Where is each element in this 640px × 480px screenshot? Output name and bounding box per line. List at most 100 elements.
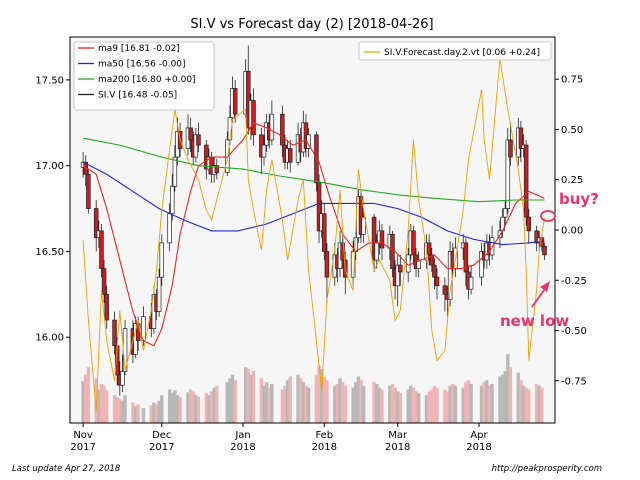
candle-body <box>159 242 165 278</box>
volume-bar <box>115 396 119 423</box>
volume-bar <box>469 383 473 423</box>
volume-bar <box>105 390 109 423</box>
volume-bar <box>537 385 541 423</box>
candle-body <box>93 208 99 239</box>
volume-bar <box>443 389 447 423</box>
y-right-tick-label: 0.50 <box>561 125 583 136</box>
volume-bar <box>97 389 101 423</box>
x-tick-label-year: 2018 <box>230 442 255 453</box>
volume-bar <box>86 367 91 423</box>
candle-body <box>156 276 162 312</box>
candle-body <box>379 230 385 249</box>
volume-bar <box>178 396 182 423</box>
candle-body <box>350 251 356 278</box>
candle-body <box>361 216 366 235</box>
volume-bar <box>319 369 324 423</box>
volume-bar <box>259 378 264 423</box>
volume-bar <box>375 383 379 423</box>
volume-bar <box>301 382 306 423</box>
candle-body <box>518 127 524 149</box>
candles <box>80 45 547 396</box>
volume-bar <box>296 374 300 423</box>
volume-bar <box>411 387 416 423</box>
volume-bar <box>519 380 523 423</box>
volume-bar <box>251 370 256 423</box>
x-tick-label-month: Nov <box>73 430 93 441</box>
candle-body <box>322 213 327 252</box>
volume-bar <box>500 374 505 423</box>
candle-body <box>287 148 293 163</box>
volume-bar <box>317 365 321 423</box>
legend-right: SI.V.Forecast.day.2.vt [0.06 +0.24] <box>358 41 552 61</box>
candle-body <box>172 156 178 187</box>
volume-bar <box>157 400 161 423</box>
volume-bar <box>84 374 88 423</box>
volume-bar <box>102 385 106 423</box>
volume-bar <box>521 385 526 423</box>
candle-body <box>196 134 201 146</box>
volume-bar <box>354 382 358 423</box>
volume-bars <box>81 354 544 423</box>
new-low-annotation-label: new low <box>500 312 569 330</box>
candle-body <box>167 213 172 244</box>
volume-bar <box>406 389 410 423</box>
x-tick-label-year: 2017 <box>70 442 95 453</box>
volume-bar <box>304 385 308 423</box>
volume-bar <box>451 383 455 423</box>
candle-body <box>523 144 529 218</box>
volume-bar <box>186 392 190 423</box>
volume-bar <box>540 387 544 423</box>
volume-bar <box>191 391 195 423</box>
candle-body <box>390 233 395 269</box>
x-tick-label-year: 2018 <box>385 442 410 453</box>
y-right-tick-label: 0.00 <box>561 226 583 237</box>
candle-body <box>99 230 104 269</box>
candle-body <box>112 319 117 347</box>
new-low-arrowhead <box>540 281 550 292</box>
volume-bar <box>131 402 135 423</box>
candle-body <box>479 251 484 278</box>
volume-bar <box>314 374 319 423</box>
volume-bar <box>288 376 292 423</box>
volume-bar <box>359 380 363 423</box>
candle-body <box>395 264 400 287</box>
x-tick-label-month: Apr <box>470 430 488 441</box>
candle-body <box>411 230 416 256</box>
legend-label: SI.V [16.48 -0.05] <box>98 91 177 101</box>
volume-bar <box>448 385 452 423</box>
candle-body <box>188 127 193 141</box>
volume-bar <box>204 393 209 423</box>
x-tick-label-month: Feb <box>315 430 333 441</box>
y-left-tick-label: 16.00 <box>35 333 64 344</box>
candle-body <box>526 216 532 232</box>
volume-bar <box>243 367 248 423</box>
candle-body <box>416 259 421 269</box>
volume-bar <box>160 395 164 423</box>
volume-bar <box>215 385 219 423</box>
volume-bar <box>267 387 271 423</box>
candle-body <box>101 268 107 295</box>
candle-body <box>314 134 319 184</box>
candle-body <box>542 245 547 256</box>
volume-bar <box>409 385 413 423</box>
volume-bar <box>372 382 376 423</box>
volume-bar <box>479 385 484 423</box>
candle-body <box>371 216 377 261</box>
buy-marker-circle <box>540 210 556 222</box>
indicator-lines <box>82 59 545 411</box>
y-right-tick-label: 0.75 <box>561 75 583 86</box>
volume-bar <box>118 398 122 423</box>
line-si-v-forecast-day-2-vt <box>82 59 545 411</box>
volume-bar <box>262 385 266 423</box>
candle-body <box>489 237 495 256</box>
volume-bar <box>338 378 342 423</box>
volume-bar <box>435 387 439 423</box>
volume-bar <box>270 383 274 423</box>
volume-bar <box>453 385 458 423</box>
candle-body <box>426 242 432 256</box>
source-url[interactable]: http://peakprosperity.com <box>491 464 602 474</box>
volume-bar <box>112 395 117 423</box>
volume-bar <box>170 393 174 423</box>
volume-bar <box>149 405 153 423</box>
